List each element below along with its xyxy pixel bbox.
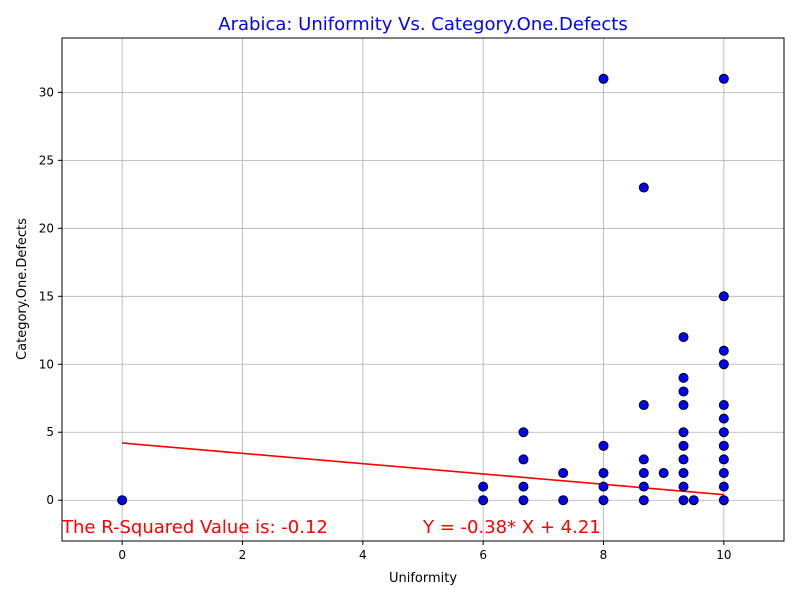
data-point [678,468,689,479]
data-point [598,468,609,479]
data-point [658,468,669,479]
data-point [638,468,649,479]
regression-line [122,442,724,496]
data-point [678,332,689,343]
ticks: 0 2 4 6 8 10 0 5 10 15 20 25 30 [39,85,732,562]
data-point [638,454,649,465]
data-point [518,481,529,492]
data-point [718,468,729,479]
regression-layer [122,442,724,496]
data-point [598,440,609,451]
y-tick-label: 5 [46,425,54,439]
data-point [718,291,729,302]
data-point [598,73,609,84]
y-axis-label: Category.One.Defects [15,218,30,360]
data-point [518,454,529,465]
data-point [718,73,729,84]
data-point [718,454,729,465]
data-point [638,400,649,411]
x-tick-label: 10 [716,548,731,562]
x-tick-label: 6 [479,548,487,562]
data-point [478,481,489,492]
y-tick-label: 20 [39,221,54,235]
data-point [638,182,649,193]
data-point [718,413,729,424]
data-point [558,468,569,479]
data-point [678,372,689,383]
y-tick-label: 10 [39,357,54,371]
grid [62,38,784,541]
data-point [638,481,649,492]
data-point [718,345,729,356]
data-point [718,400,729,411]
data-point [678,400,689,411]
y-tick-label: 25 [39,153,54,167]
x-tick-label: 8 [600,548,608,562]
x-tick-label: 4 [359,548,367,562]
data-point [518,427,529,438]
data-point [558,495,569,506]
y-tick-label: 15 [39,289,54,303]
data-point [678,481,689,492]
x-axis-label: Uniformity [389,571,457,586]
data-point [598,481,609,492]
data-point [478,495,489,506]
data-point [718,359,729,370]
data-point [678,454,689,465]
y-tick-label: 30 [39,85,54,99]
data-point [518,495,529,506]
data-point [598,495,609,506]
data-point [718,495,729,506]
data-point [718,481,729,492]
chart-title: Arabica: Uniformity Vs. Category.One.Def… [218,14,627,35]
regression-equation-annotation: Y = -0.38* X + 4.21 [422,517,601,538]
points-layer [117,73,729,506]
data-point [718,427,729,438]
data-point [638,495,649,506]
plot-frame [61,37,785,542]
data-point [718,440,729,451]
data-point [678,386,689,397]
x-tick-label: 0 [118,548,126,562]
data-point [678,440,689,451]
x-tick-label: 2 [239,548,247,562]
data-point [678,495,689,506]
data-point [117,495,128,506]
y-tick-label: 0 [46,493,54,507]
r-squared-annotation: The R-Squared Value is: -0.12 [61,517,328,538]
data-point [678,427,689,438]
data-point [688,495,699,506]
